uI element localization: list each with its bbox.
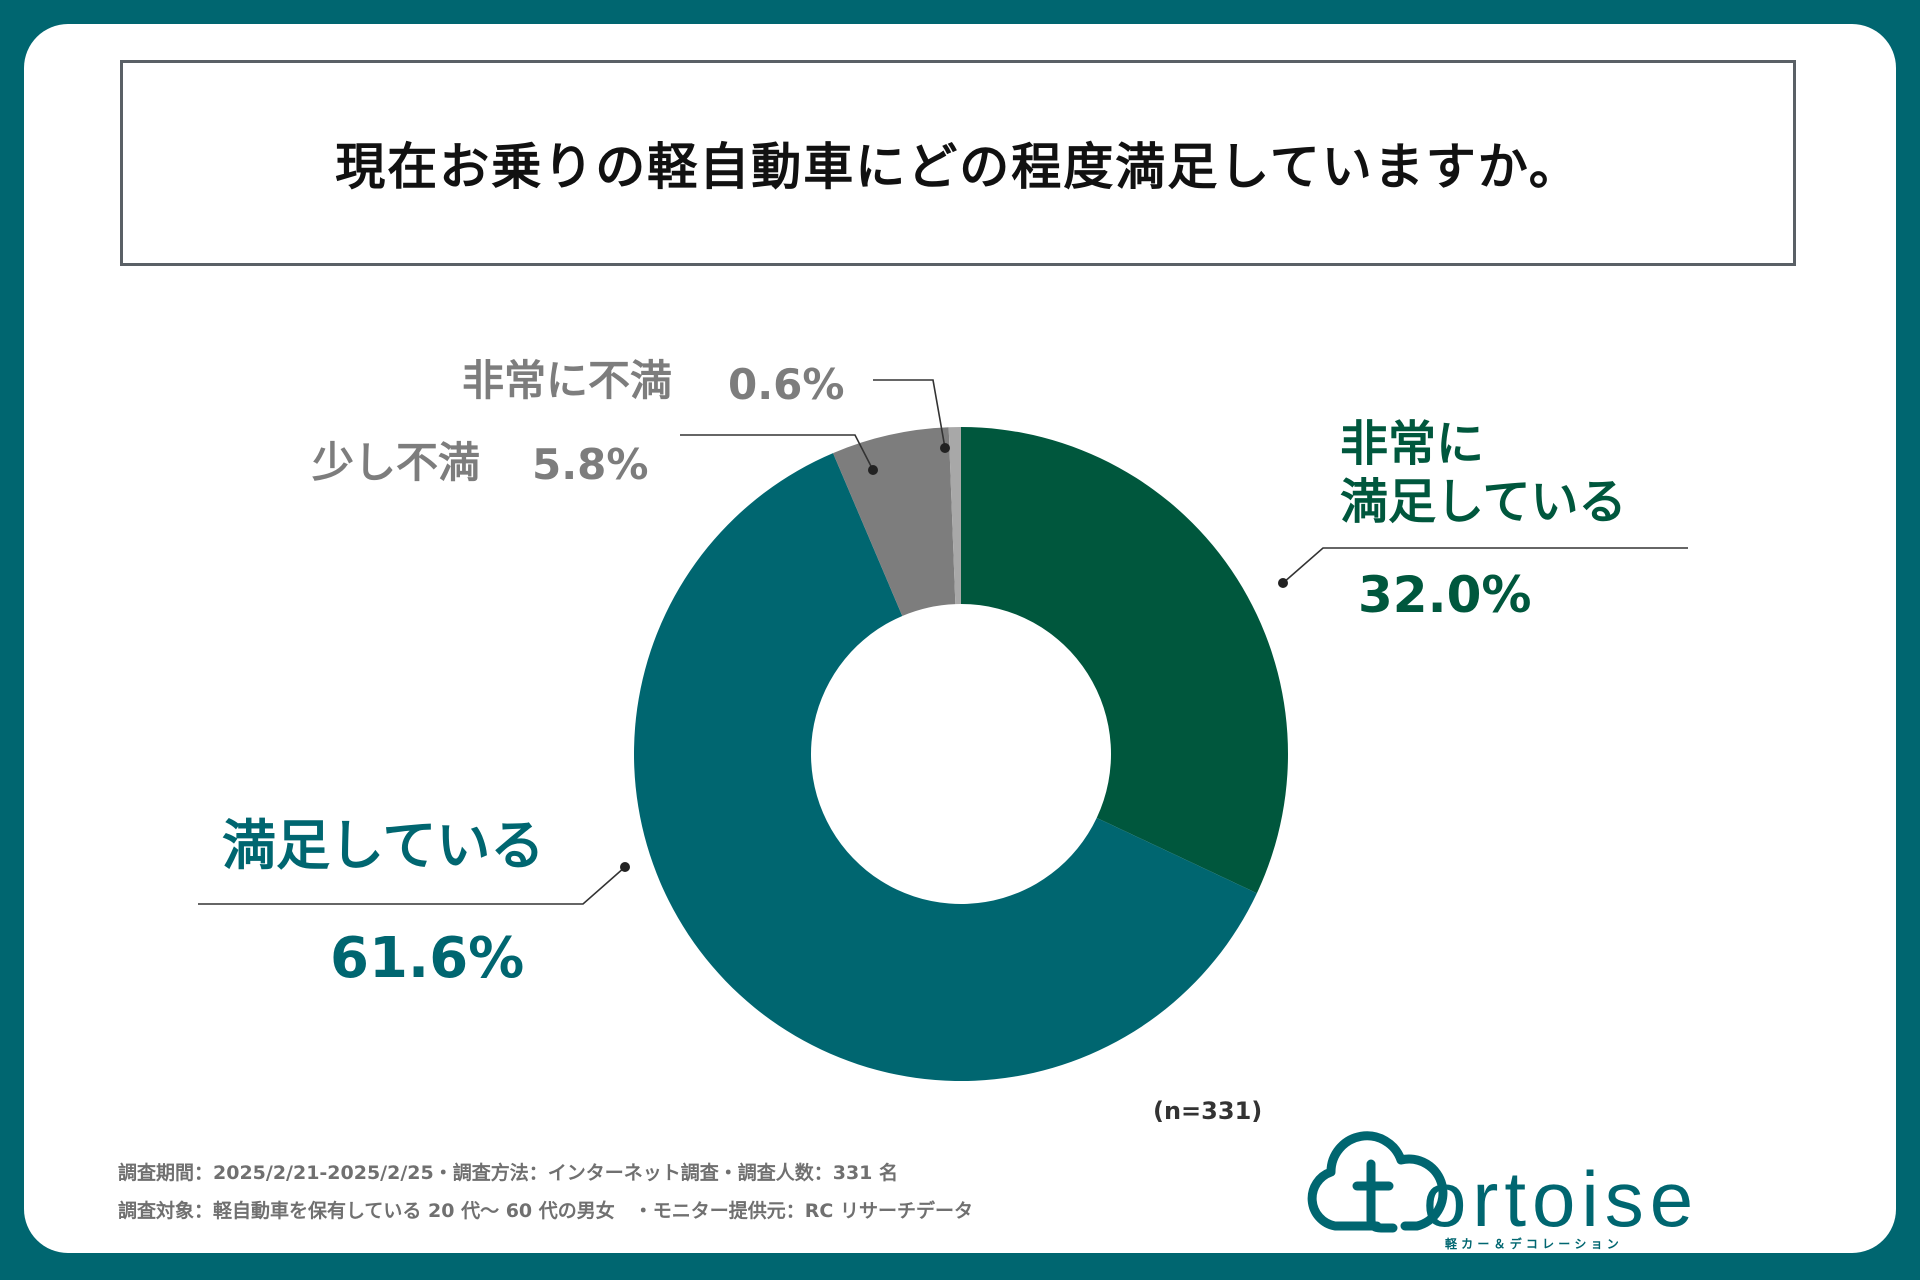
leader-satisfied-dot	[620, 862, 630, 872]
slice-slightly-dissatisfied	[833, 427, 956, 616]
leader-satisfied	[198, 866, 626, 905]
value-very-dissatisfied: 0.6%	[728, 360, 845, 409]
chart-title: 現在お乗りの軽自動車にどの程度満足していますか。	[335, 138, 1581, 196]
leader-very-dissatisfied-dot	[940, 443, 950, 453]
label-satisfied: 満足している	[222, 814, 545, 877]
tortoise-logo: ortoise 軽 カ ー ＆ デ コ レ ー シ ョ ン	[1305, 1130, 1825, 1254]
value-slightly-dissatisfied: 5.8%	[532, 440, 649, 489]
value-satisfied: 61.6%	[330, 926, 525, 991]
value-very-satisfied: 32.0%	[1358, 566, 1532, 624]
slice-very-dissatisfied	[948, 427, 961, 605]
leader-very-dissatisfied	[873, 379, 946, 449]
logo-wordmark: ortoise	[1423, 1155, 1699, 1243]
slice-very-satisfied	[961, 427, 1288, 894]
label-slightly-dissatisfied: 少し不満	[312, 438, 481, 487]
slice-satisfied	[634, 453, 1257, 1081]
title-box: 現在お乗りの軽自動車にどの程度満足していますか。	[120, 60, 1796, 266]
sample-size-label: (n=331)	[1153, 1097, 1263, 1125]
footer-line2: 調査対象：軽自動車を保有している 20 代～ 60 代の男女 ・モニター提供元：…	[118, 1200, 973, 1222]
leader-very-satisfied	[1282, 547, 1688, 584]
leader-slightly-dissatisfied	[680, 434, 874, 471]
leader-slightly-dissatisfied-dot	[868, 465, 878, 475]
logo-tagline: 軽 カ ー ＆ デ コ レ ー シ ョ ン	[1445, 1236, 1619, 1250]
label-very-satisfied-line2: 満足している	[1340, 474, 1627, 530]
label-very-dissatisfied: 非常に不満	[462, 356, 673, 405]
label-very-satisfied-line1: 非常に	[1340, 416, 1485, 472]
leader-very-satisfied-dot	[1278, 578, 1288, 588]
footer-line1: 調査期間：2025/2/21-2025/2/25・調査方法：インターネット調査・…	[118, 1162, 899, 1184]
logo-mark: ortoise 軽 カ ー ＆ デ コ レ ー シ ョ ン	[1307, 1131, 1699, 1251]
